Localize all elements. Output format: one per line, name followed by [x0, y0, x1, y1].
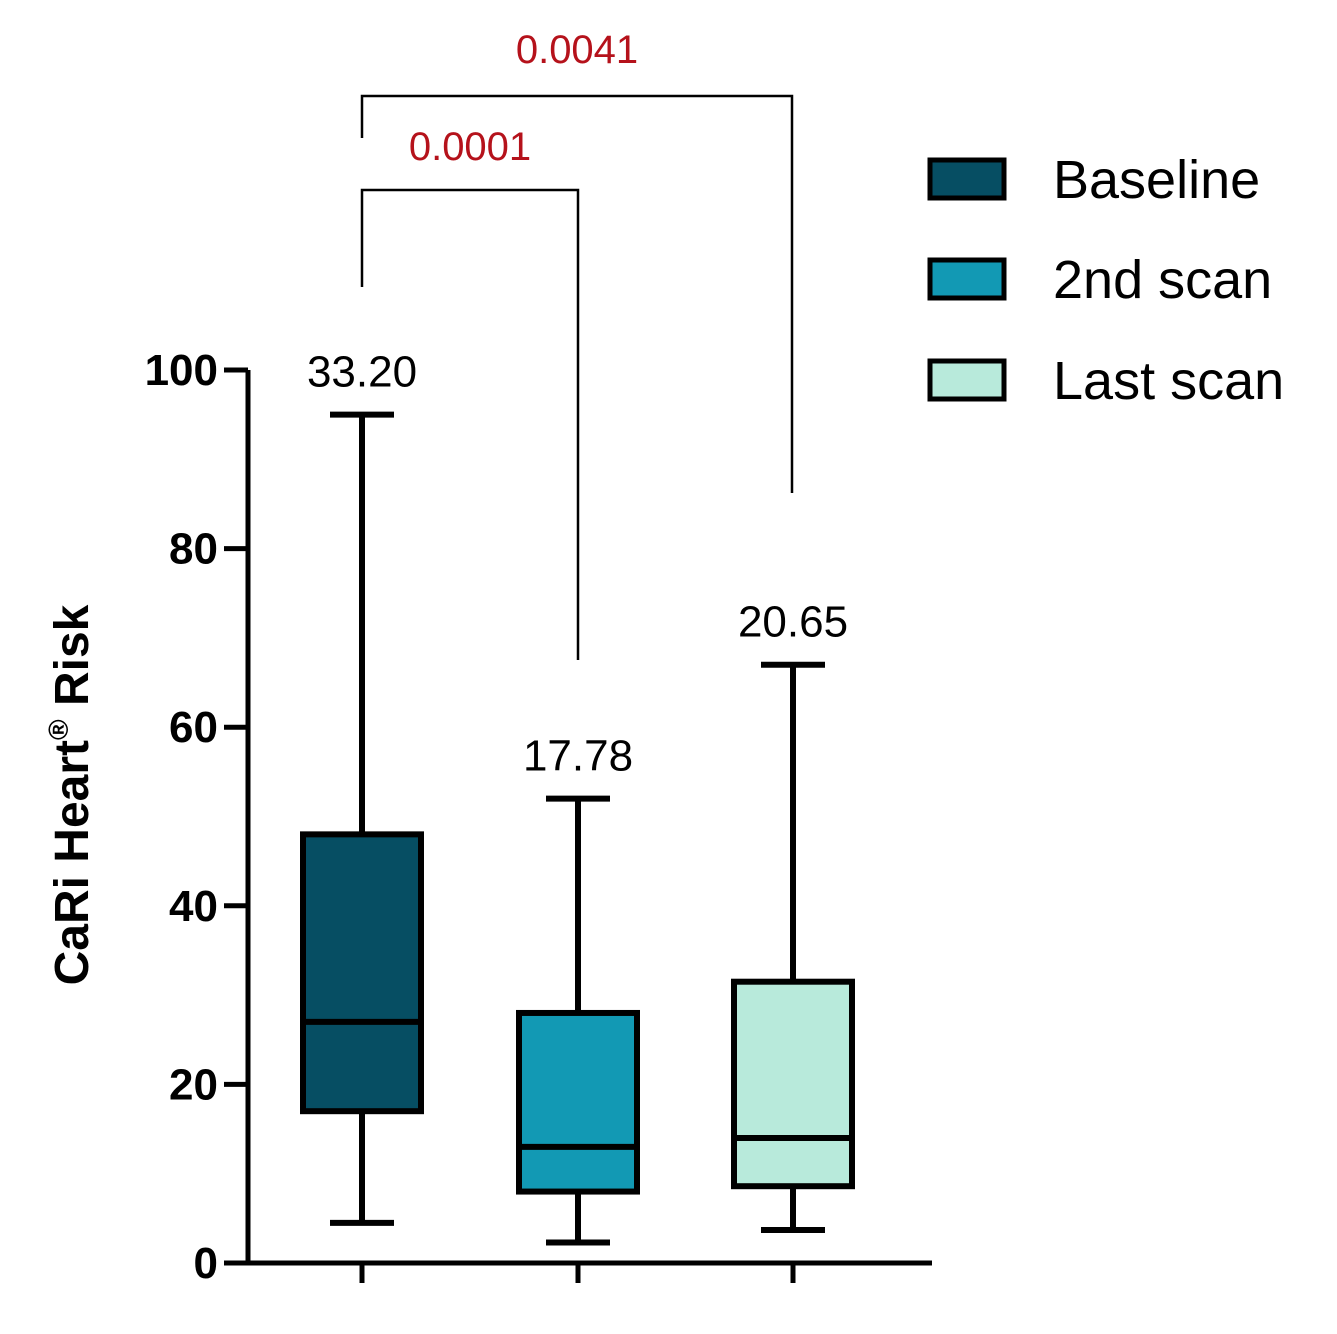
boxes: 33.20 17.78 20.65: [300, 348, 855, 1246]
axes: 0 20 40 60 80 100: [145, 346, 932, 1288]
iqr-box: [300, 831, 424, 1115]
legend-entry: Last scan: [927, 351, 1284, 411]
legend-label: 2nd scan: [1053, 250, 1272, 310]
bracket-line: [360, 188, 580, 660]
legend-swatch: [927, 257, 1007, 301]
y-tick-label: 20: [169, 1060, 218, 1109]
p-value-label: 0.0041: [516, 28, 638, 72]
legend-entry: 2nd scan: [927, 250, 1272, 310]
y-axis-title-mark: ®: [43, 719, 74, 740]
box-baseline: 33.20: [300, 348, 424, 1226]
data-label: 20.65: [738, 598, 848, 647]
p-value-label: 0.0001: [409, 125, 531, 169]
bracket-2: 0.0041: [360, 28, 794, 493]
y-tick-label: 80: [169, 525, 218, 574]
legend-swatch: [927, 157, 1007, 201]
y-tick-label: 0: [194, 1239, 218, 1288]
y-tick-label: 60: [169, 703, 218, 752]
y-tick-label: 40: [169, 882, 218, 931]
legend-entry: Baseline: [927, 150, 1260, 210]
legend: Baseline 2nd scan Last scan: [927, 150, 1284, 411]
significance-brackets: 0.0001 0.0041: [360, 28, 794, 660]
iqr-box: [516, 1009, 640, 1195]
bracket-line: [360, 94, 794, 493]
box-last-scan: 20.65: [731, 598, 855, 1233]
bracket-1: 0.0001: [360, 125, 580, 660]
data-label: 17.78: [523, 732, 633, 781]
data-label: 33.20: [307, 348, 417, 397]
y-axis-title: CaRi Heart® Risk: [43, 604, 99, 985]
legend-label: Baseline: [1053, 150, 1260, 210]
legend-label: Last scan: [1053, 351, 1284, 411]
y-tick-label: 100: [145, 346, 218, 395]
box-2nd-scan: 17.78: [516, 732, 640, 1246]
legend-swatch: [927, 358, 1007, 402]
iqr-box: [731, 978, 855, 1190]
